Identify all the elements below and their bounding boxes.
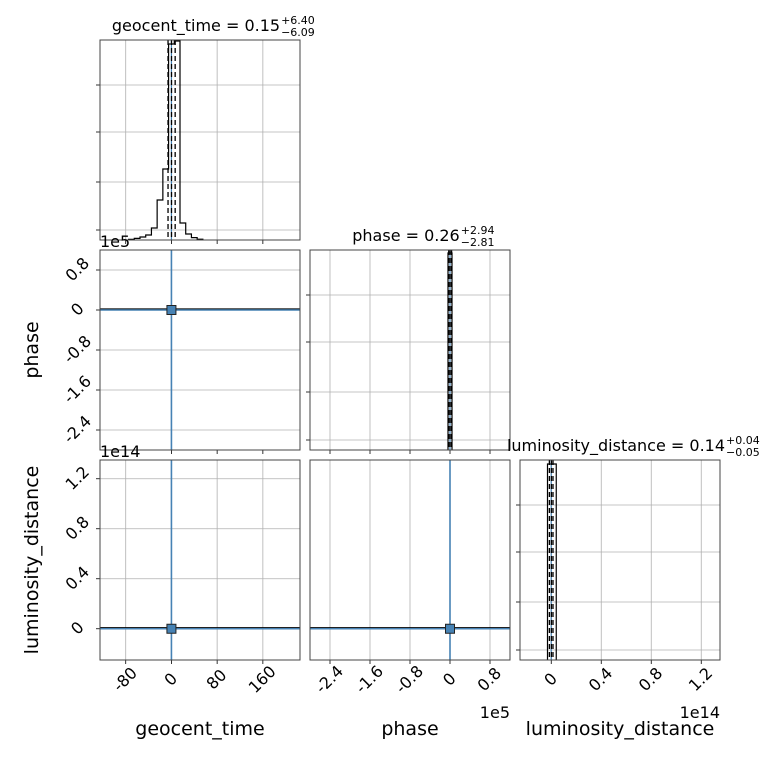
panel-phase-geocent_time: 0.8 0 -0.8 -1.6 -2.4 1e5 phase [21, 232, 301, 454]
title-upper-error: +0.04 [726, 434, 760, 447]
x-tick-label: -1.6 [352, 662, 388, 698]
truth-point [167, 306, 176, 314]
panel-luminosity_distance-geocent_time: 1.2 0.8 0.4 0 1e14 luminosity_distance -80 0 80 1… [21, 442, 301, 740]
x-axis-label: luminosity_distance [526, 718, 715, 740]
y-offset-label: 1e5 [100, 232, 130, 251]
y-tick-label: 0.8 [62, 512, 93, 543]
x-tick-label: 1.2 [685, 664, 716, 695]
x-tick-label: 80 [203, 665, 231, 693]
panel-luminosity_distance-hist: luminosity_distance = 0.14 +0.04−0.05 0 0.4… [507, 434, 760, 740]
x-offset-label: 1e14 [680, 703, 720, 722]
y-offset-label: 1e14 [100, 442, 140, 461]
histogram-bin [146, 235, 152, 240]
histogram-bin [157, 200, 163, 240]
histogram-bin [186, 234, 192, 240]
x-axis-label: phase [381, 718, 438, 740]
x-tick-label: -80 [109, 663, 141, 695]
panel-frame [309, 459, 511, 661]
y-axis-label: phase [21, 321, 43, 378]
y-tick-label: 0.8 [62, 254, 93, 285]
y-tick-label: -1.6 [60, 372, 96, 408]
y-tick-label: 0 [67, 299, 88, 320]
y-tick-label: 0 [67, 618, 88, 639]
x-tick-label: 0 [160, 669, 181, 690]
panel-title: luminosity_distance = 0.14 [507, 436, 725, 456]
y-axis-label: luminosity_distance [21, 466, 43, 655]
y-tick-label: -2.4 [60, 412, 96, 448]
panel-frame [99, 459, 301, 661]
panel-title: phase = 0.26 [352, 226, 459, 245]
panel-frame [99, 249, 301, 451]
x-offset-label: 1e5 [480, 703, 510, 722]
panel-frame [519, 459, 721, 661]
x-tick-label: 0.4 [585, 664, 616, 695]
panel-frame [99, 39, 301, 241]
y-tick-label: 0.4 [62, 562, 93, 593]
title-lower-error: −0.05 [726, 446, 760, 459]
x-tick-label: -0.8 [392, 662, 428, 698]
title-upper-error: +2.94 [461, 224, 495, 237]
truth-point [446, 624, 454, 633]
title-lower-error: −2.81 [461, 236, 495, 249]
histogram-step [127, 40, 204, 240]
y-tick-label: 1.2 [62, 462, 93, 493]
panel-title: geocent_time = 0.15 [112, 16, 280, 36]
x-tick-label: 0.8 [474, 664, 505, 695]
x-tick-label: -2.4 [312, 662, 348, 698]
x-tick-label: 0 [439, 669, 460, 690]
panel-phase-hist: phase = 0.26 +2.94−2.81 [306, 224, 511, 454]
title-upper-error: +6.40 [281, 14, 315, 27]
panel-frame [309, 249, 511, 451]
panel-geocent_time-hist: geocent_time = 0.15 +6.40−6.09 [96, 14, 315, 244]
histogram-bin [180, 223, 186, 240]
panel-luminosity_distance-phase: -2.4 -1.6 -0.8 0 0.8 1e5 phase [309, 459, 511, 740]
y-tick-label: -0.8 [60, 332, 96, 368]
x-axis-label: geocent_time [135, 718, 264, 740]
truth-point [167, 624, 176, 633]
x-tick-label: 0 [540, 669, 561, 690]
title-lower-error: −6.09 [281, 26, 315, 39]
x-tick-label: 160 [245, 662, 280, 697]
x-tick-label: 0.8 [635, 664, 666, 695]
